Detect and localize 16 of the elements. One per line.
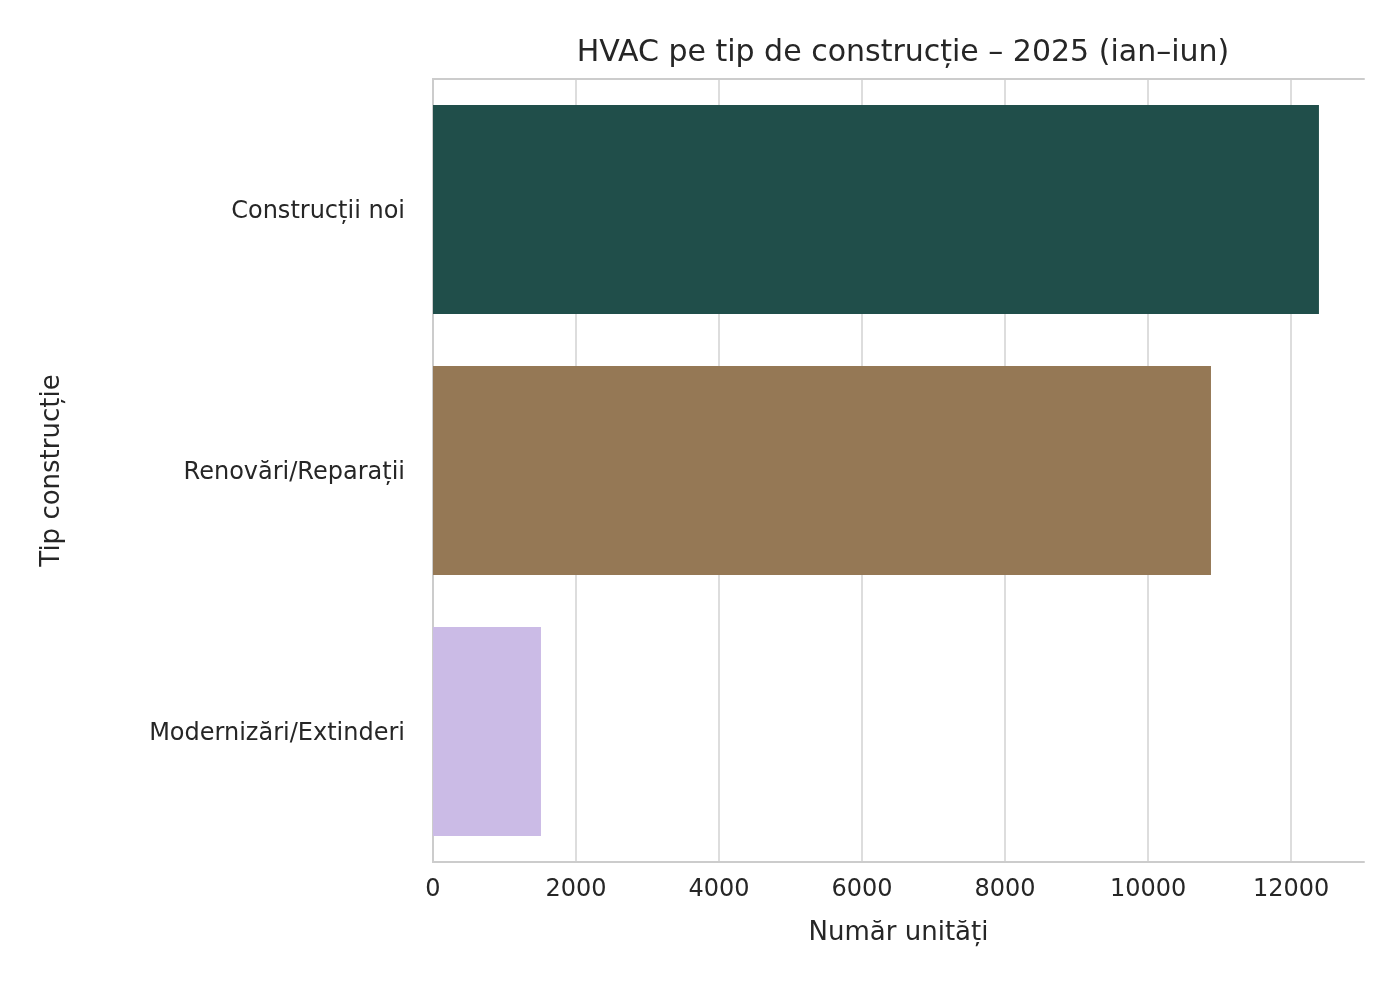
x-tick-label: 10000 [1109, 874, 1187, 902]
bar [433, 627, 541, 836]
x-tick-label: 4000 [688, 874, 750, 902]
y-tick-label: Modernizări/Extinderi [149, 717, 405, 746]
x-tick-label: 2000 [545, 874, 607, 902]
y-axis-title: Tip construcție [35, 374, 66, 568]
bar [433, 366, 1211, 575]
y-tick-label: Renovări/Reparații [183, 456, 405, 485]
x-tick-label: 12000 [1252, 874, 1330, 902]
x-axis-title: Număr unități [808, 916, 989, 947]
x-tick-label: 6000 [831, 874, 893, 902]
chart-title: HVAC pe tip de construcție – 2025 (ian–iun) [576, 32, 1230, 68]
bar [433, 105, 1319, 314]
y-tick-label: Construcții noi [231, 195, 405, 224]
x-tick-label: 0 [425, 874, 441, 902]
x-tick-label: 8000 [974, 874, 1036, 902]
